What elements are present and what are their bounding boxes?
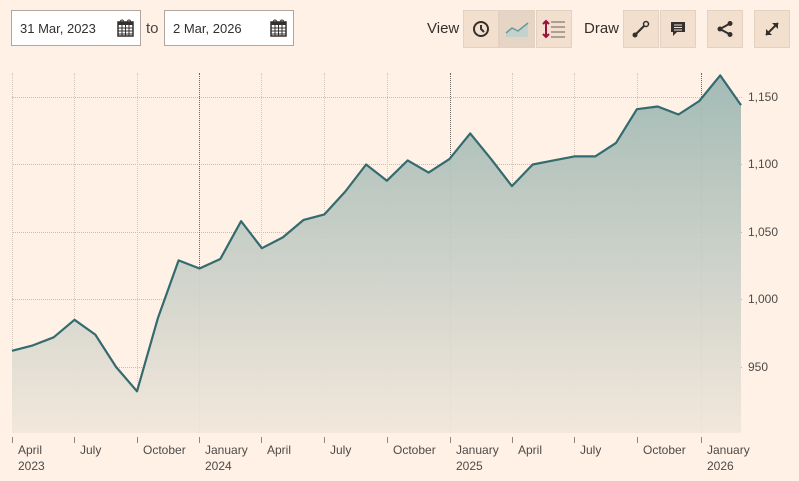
x-axis-label: July [80,443,102,457]
x-tick [199,437,200,443]
comment-icon [671,22,685,36]
y-axis-label: 1,050 [748,225,779,239]
x-tick [637,437,638,443]
share-icon [717,21,733,37]
x-axis-label: January 2025 [456,443,499,473]
gridline [74,73,75,433]
scale-icon [542,19,565,39]
clock-icon [473,21,489,37]
data-line [11,74,742,393]
calendar-icon[interactable] [117,19,134,37]
y-axis-label: 950 [748,360,769,374]
x-tick [512,437,513,443]
gridline [12,97,742,98]
x-axis-label: April [267,443,292,457]
y-axis-label: 1,150 [748,90,779,104]
scale-view-button[interactable] [536,10,572,48]
annotate-button[interactable] [660,10,696,48]
from-date-value: 31 Mar, 2023 [20,20,96,36]
draw-line-button[interactable] [623,10,659,48]
time-view-button[interactable] [463,10,499,48]
x-tick [450,437,451,443]
draw-label: Draw [584,20,620,37]
gridline [137,73,138,433]
x-axis-label: April 2023 [18,443,45,473]
x-tick [387,437,388,443]
x-axis-label: April [518,443,543,457]
y-axis-label: 1,100 [748,157,779,171]
x-axis-label: October [643,443,686,457]
x-axis-label: July [580,443,602,457]
x-tick [137,437,138,443]
y-axis-label: 1,000 [748,292,779,306]
calendar-icon[interactable] [270,19,287,37]
x-tick [261,437,262,443]
to-label: to [146,20,159,37]
area-fill [12,75,741,434]
x-axis-label: January 2024 [205,443,248,473]
line-view-button[interactable] [499,10,535,48]
expand-icon [765,22,779,36]
x-axis-label: July [330,443,352,457]
expand-button[interactable] [754,10,790,48]
x-axis-label: October [143,443,186,457]
gridline [199,73,200,433]
x-tick [574,437,575,443]
x-tick [12,437,13,443]
gridline [12,164,742,165]
x-tick [701,437,702,443]
x-axis-label: January 2026 [707,443,750,473]
view-label: View [427,20,460,37]
line-chart-icon [505,22,529,37]
x-tick [74,437,75,443]
draw-line-icon [632,20,650,38]
to-date-value: 2 Mar, 2026 [173,20,242,36]
x-axis-label: October [393,443,436,457]
share-button[interactable] [707,10,743,48]
x-tick [324,437,325,443]
gridline [12,73,13,433]
to-date-input[interactable]: 2 Mar, 2026 [164,10,294,46]
from-date-input[interactable]: 31 Mar, 2023 [11,10,141,46]
